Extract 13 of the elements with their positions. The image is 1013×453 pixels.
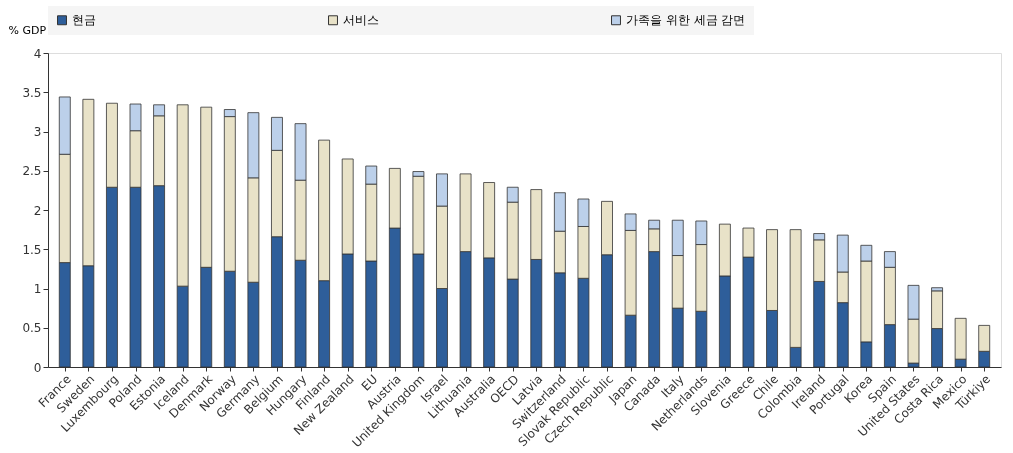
y-tick-label: 4 [33, 46, 42, 61]
legend-label: 가족을 위한 세금 감면 [626, 13, 746, 28]
y-tick-label: 0.5 [22, 321, 42, 336]
y-tick-label: 2 [33, 203, 42, 218]
y-tick-label: 2.5 [22, 164, 42, 179]
y-tick-label: 3 [33, 125, 42, 139]
legend-label: 현금 [72, 13, 96, 28]
y-tick-label: 3.5 [22, 85, 42, 100]
y-tick-label: 1.5 [22, 242, 42, 257]
y-tick-label: 1 [33, 282, 42, 296]
legend-label: 서비스 [343, 13, 379, 28]
y-tick-label: 0 [33, 360, 42, 375]
y-axis-title: % GDP [8, 23, 47, 37]
